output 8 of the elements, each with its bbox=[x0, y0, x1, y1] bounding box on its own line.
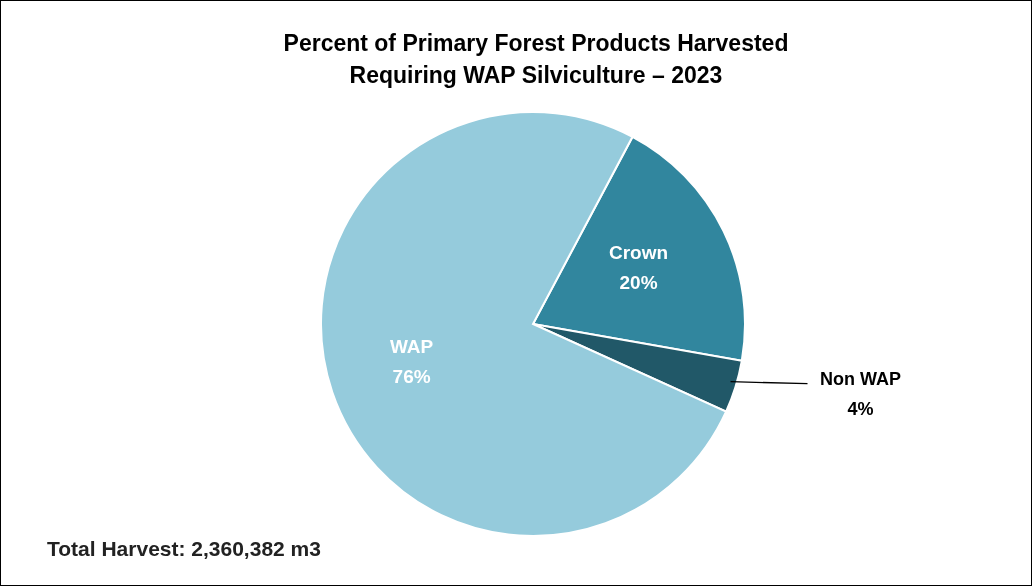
data-label: 4% bbox=[847, 398, 874, 419]
text: Total Harvest: 2,360,382 m3 bbox=[47, 537, 321, 561]
data-label: 20% bbox=[619, 272, 658, 294]
slice-label: WAP bbox=[389, 335, 434, 357]
slice-label: Non WAP bbox=[820, 368, 902, 389]
slice-label: Crown bbox=[608, 242, 669, 264]
data-label: 76% bbox=[392, 365, 431, 387]
chart-title: Percent of Primary Forest Products Harvested Requiring WAP Silviculture – 2023 bbox=[282, 29, 790, 90]
